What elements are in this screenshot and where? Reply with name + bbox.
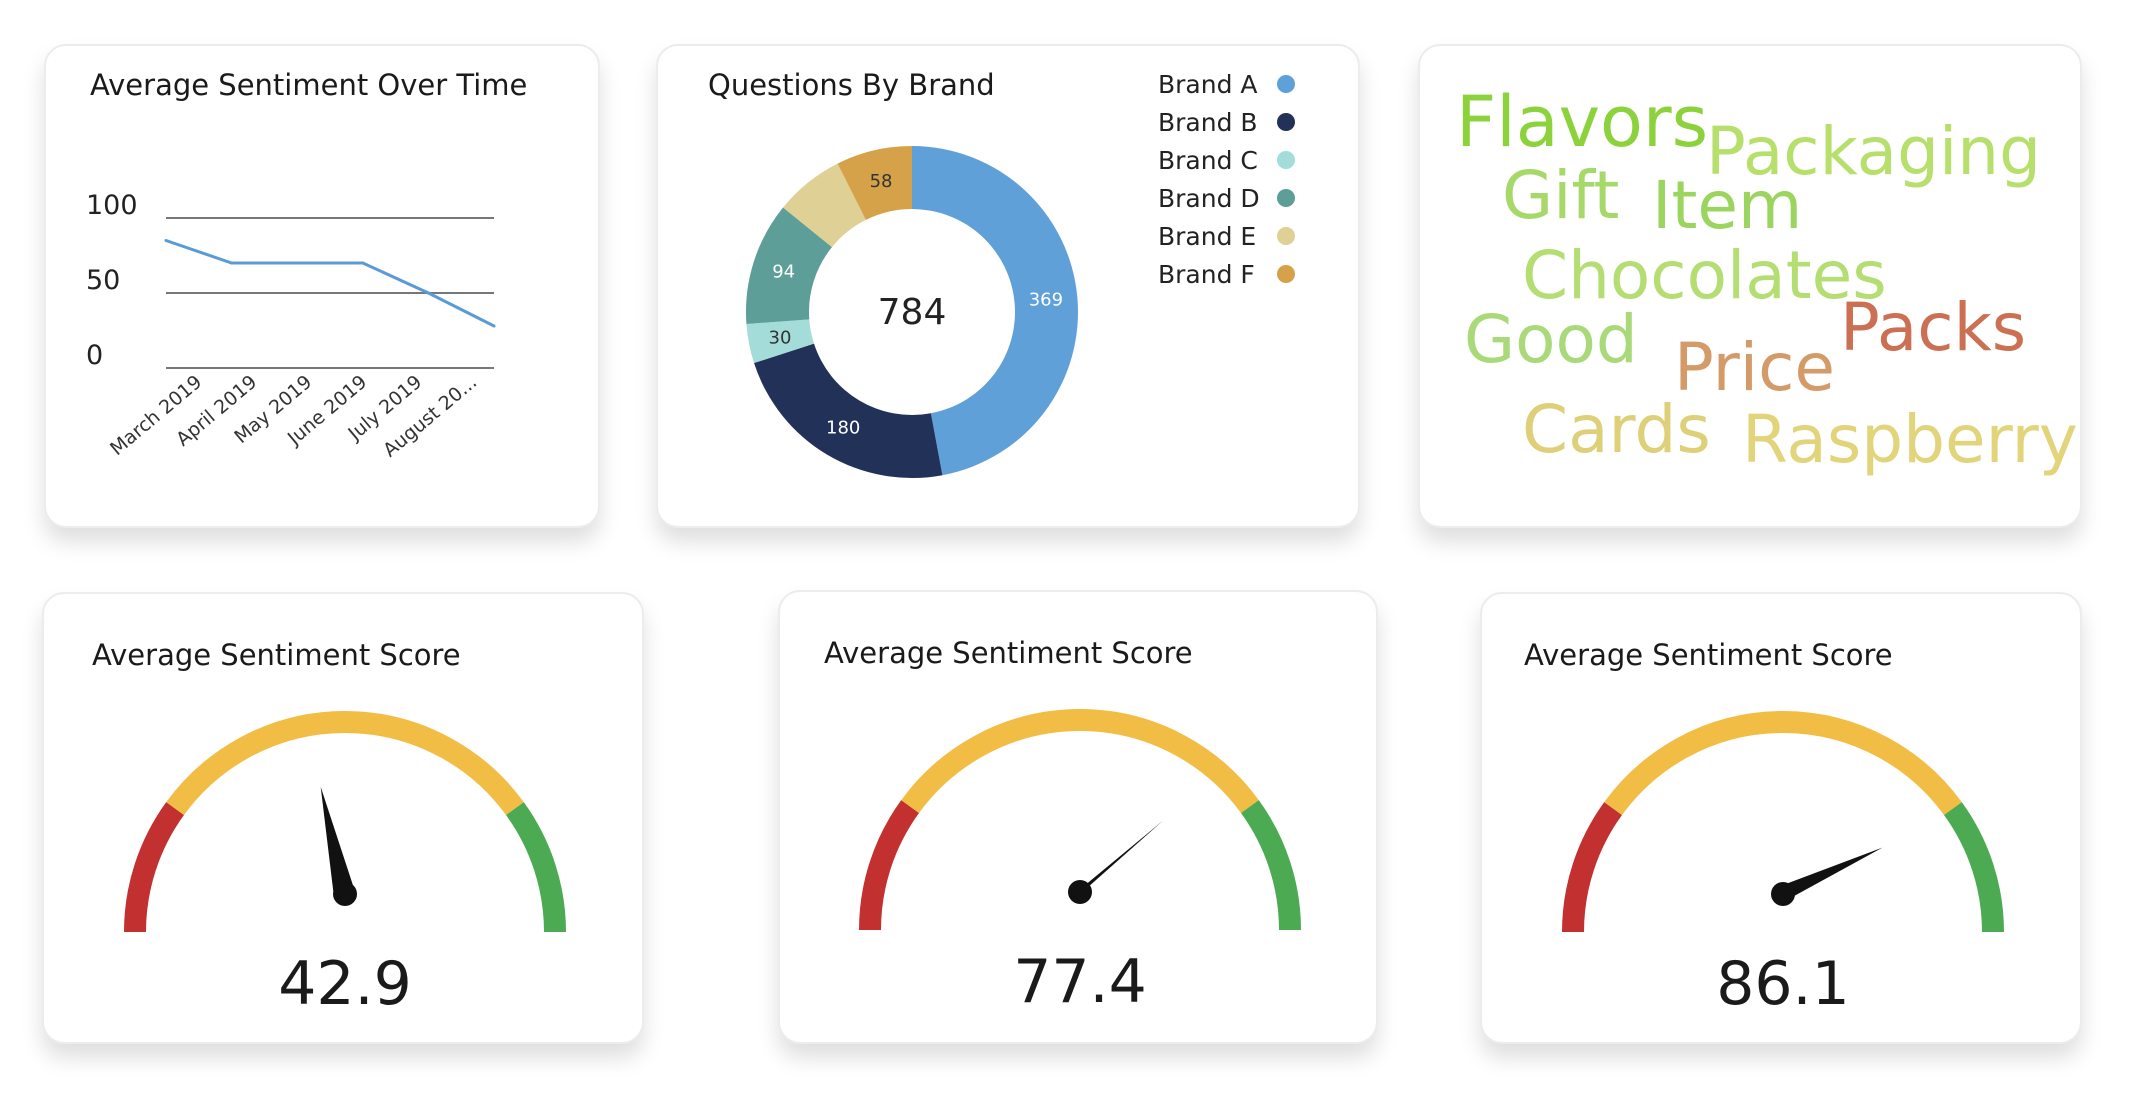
data-point [295, 261, 299, 265]
donut-slice [754, 343, 943, 478]
gauge-band [166, 711, 524, 816]
sentiment-gauge: 77.4 [859, 709, 1301, 1017]
gauge-card-3: Average Sentiment Score 86.1 [1480, 592, 2082, 1044]
gauge-title: Average Sentiment Score [92, 638, 461, 672]
donut-slice [746, 207, 832, 324]
gauge-title: Average Sentiment Score [1524, 638, 1893, 672]
legend-swatch [1277, 151, 1295, 169]
legend-label: Brand B [1158, 108, 1258, 137]
cloud-word: Packaging [1706, 113, 2041, 190]
slice-label: 180 [826, 418, 860, 439]
cloud-word: Price [1674, 329, 1835, 406]
legend-label: Brand A [1158, 70, 1258, 99]
donut-slice [837, 146, 912, 220]
donut-slice [746, 319, 814, 364]
gauge-value: 42.9 [278, 949, 412, 1019]
sentiment-gauge: 42.9 [124, 711, 566, 1019]
y-tick-label: 50 [86, 265, 120, 296]
gauge-band [1604, 711, 1962, 816]
legend-swatch [1277, 113, 1295, 131]
gauge-band [1562, 802, 1623, 933]
gauge-band [505, 802, 566, 933]
cloud-word: Raspberry [1742, 401, 2078, 478]
legend-label: Brand E [1158, 222, 1256, 251]
donut-chart: 369 180 30 94 58 784 Brand A Brand B Brand C Bran… [746, 70, 1295, 478]
gauge-needle [320, 786, 357, 897]
legend-swatch [1277, 189, 1295, 207]
cloud-word: Cards [1522, 391, 1711, 468]
slice-label: 58 [870, 171, 893, 192]
gauge-needle-hub [1068, 880, 1092, 904]
gauge-band [859, 800, 920, 931]
sentiment-gauge: 86.1 [1562, 711, 2004, 1019]
cloud-word: Flavors [1456, 81, 1708, 163]
data-point [492, 324, 496, 328]
gauge-band [124, 802, 185, 933]
gauge-card-1: Average Sentiment Score 42.9 [42, 592, 644, 1044]
slice-label: 94 [772, 262, 795, 283]
cloud-word: Item [1652, 167, 1802, 244]
legend-swatch [1277, 75, 1295, 93]
y-tick-label: 0 [86, 340, 103, 371]
donut-chart-card: Questions By Brand 369 180 30 94 58 784 Brand … [656, 44, 1360, 528]
cloud-word: Good [1464, 301, 1638, 378]
gauge-needle [1072, 820, 1164, 902]
legend-swatch [1277, 265, 1295, 283]
x-tick-label: March 2019 [106, 371, 206, 460]
donut-slice [912, 146, 1079, 476]
legend-label: Brand D [1158, 184, 1260, 213]
data-point [426, 291, 430, 295]
gauge-needle-hub [333, 882, 357, 906]
legend-label: Brand F [1158, 260, 1255, 289]
slice-label: 30 [769, 328, 792, 349]
word-cloud-card: Flavors Packaging Gift Item Chocolates Good Pa… [1418, 44, 2082, 528]
gauge-band [901, 709, 1259, 814]
slice-label: 369 [1029, 290, 1063, 311]
legend-label: Brand C [1158, 146, 1258, 175]
gauge-band [1240, 800, 1301, 931]
gauge-value: 86.1 [1716, 949, 1850, 1019]
donut-slice [783, 163, 866, 248]
gauge-value: 77.4 [1013, 947, 1147, 1017]
gauge-needle-hub [1771, 882, 1795, 906]
data-point [361, 261, 365, 265]
legend-swatch [1277, 227, 1295, 245]
data-point [230, 261, 234, 265]
line-chart-title: Average Sentiment Over Time [90, 68, 528, 102]
line-chart-card: Average Sentiment Over Time 0 50 100 March … [44, 44, 600, 528]
series-line [165, 239, 495, 328]
gauge-title: Average Sentiment Score [824, 636, 1193, 670]
cloud-word: Gift [1502, 157, 1619, 234]
cloud-word: Packs [1840, 289, 2026, 366]
cloud-word: Chocolates [1522, 237, 1887, 314]
donut-chart-title: Questions By Brand [708, 68, 995, 102]
gauge-band [1943, 802, 2004, 933]
y-tick-label: 100 [86, 190, 138, 221]
donut-total: 784 [878, 292, 947, 333]
data-point [164, 239, 168, 242]
gauge-card-2: Average Sentiment Score 77.4 [778, 590, 1378, 1044]
